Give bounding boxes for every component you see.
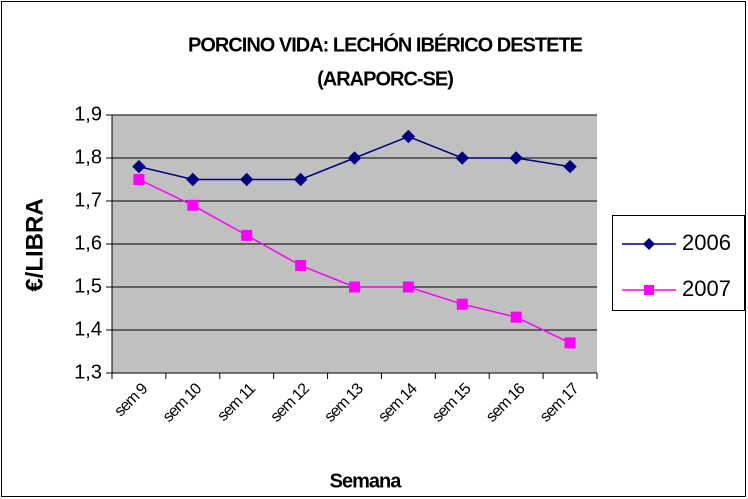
marker [564,337,576,349]
marker [241,229,253,241]
x-axis-label: Semana [330,470,403,492]
marker [240,172,254,187]
marker [455,151,469,165]
y-tick-label: 1,5 [74,275,102,297]
legend-label: 2006 [682,230,731,255]
marker [186,172,200,187]
marker [401,129,416,144]
marker [295,260,307,271]
y-tick-label: 1,4 [74,318,102,340]
marker [349,281,360,293]
legend-label: 2007 [682,276,731,301]
marker [347,151,362,165]
chart-title: (ARAPORC-SE) [317,68,453,90]
y-tick-label: 1,7 [74,189,102,211]
y-tick-label: 1,8 [74,146,102,168]
y-tick-label: 1,6 [74,232,102,254]
legend [612,215,745,311]
y-tick-label: 1,3 [74,361,102,383]
marker [402,281,414,293]
marker [187,199,199,211]
marker [510,311,522,323]
y-axis-label: €/LIBRA [21,198,48,291]
y-tick-label: 1,9 [74,103,102,125]
marker [509,151,523,165]
legend-marker [643,238,655,250]
marker [563,159,577,174]
marker [132,159,146,174]
legend-marker [644,285,654,295]
marker [456,298,468,310]
marker [133,174,145,185]
marker [293,172,308,187]
chart-title: PORCINO VIDA: LECHÓN IBÉRICO DESTETE [188,32,583,56]
